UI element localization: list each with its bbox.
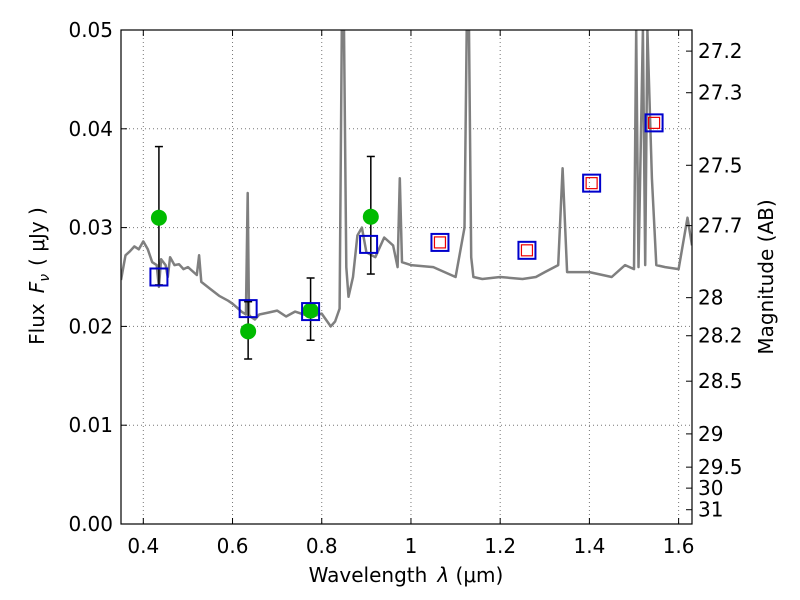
model-flux-square (582, 173, 602, 193)
model-flux-square (359, 234, 379, 254)
x-tick-label: 0.8 (306, 534, 338, 558)
model-flux-square (644, 113, 664, 133)
observed-flux-point (362, 208, 379, 225)
observed-flux-point (150, 209, 167, 226)
y-tick-label: 0.02 (68, 314, 113, 338)
y-tick-label: 0.05 (68, 18, 113, 42)
mag-tick-label: 27.5 (698, 153, 743, 177)
mag-tick-label: 28 (698, 286, 723, 310)
model-flux-square (430, 232, 450, 252)
mag-tick-label: 31 (698, 498, 723, 522)
alt-flux-square (433, 236, 447, 249)
x-tick-label: 0.6 (217, 534, 249, 558)
model-flux-square (301, 302, 321, 322)
mag-tick-label: 28.5 (698, 369, 743, 393)
model-flux-square (149, 267, 169, 287)
plot-frame (120, 29, 693, 525)
x-axis-label: Wavelength λ (μm) (309, 563, 504, 587)
y-tick-label: 0.00 (68, 512, 113, 536)
y-tick-label: 0.03 (68, 216, 113, 240)
model-spectrum-line (121, 30, 692, 328)
mag-tick-label: 29 (698, 422, 723, 446)
y-axis-label: FluxFν( μJy ) (25, 207, 53, 345)
alt-flux-square (585, 177, 598, 190)
x-tick-label: 0.4 (127, 534, 159, 558)
mag-tick-label: 27.2 (698, 39, 743, 63)
plot-area (121, 30, 692, 360)
ticks: 0.4 0.6 0.8 1 1.2 1.4 1.6 0.00 0.01 0.02 0.03 0.04 0… (68, 18, 742, 558)
mag-tick-label: 27.7 (698, 214, 743, 238)
x-tick-label: 1.6 (663, 534, 695, 558)
observed-flux-point (240, 323, 257, 340)
x-tick-label: 1.2 (484, 534, 516, 558)
mag-tick-label: 29.5 (698, 455, 743, 479)
y-tick-label: 0.04 (68, 117, 113, 141)
alt-flux-square (520, 244, 534, 257)
mag-tick-label: 30 (698, 476, 723, 500)
mag-tick-label: 28.2 (698, 324, 743, 348)
observed-flux-point (302, 302, 319, 319)
model-flux-square (238, 299, 258, 319)
model-flux-square (517, 240, 537, 260)
x-tick-label: 1.4 (573, 534, 605, 558)
x-tick-label: 1 (405, 534, 418, 558)
y2-axis-label: Magnitude (AB) (754, 199, 778, 354)
mag-tick-label: 27.3 (698, 81, 743, 105)
alt-flux-square (647, 116, 661, 129)
y-tick-label: 0.01 (68, 413, 113, 437)
plot-series (121, 30, 692, 360)
